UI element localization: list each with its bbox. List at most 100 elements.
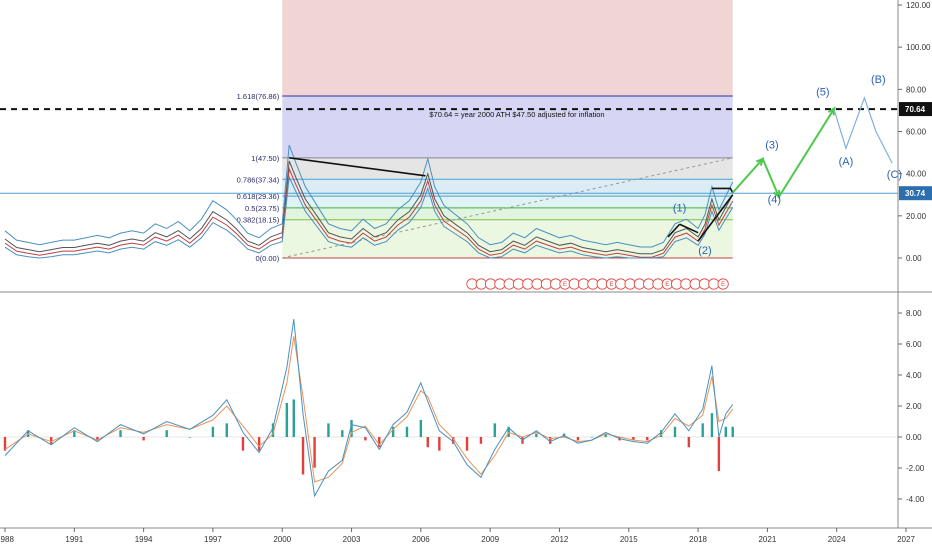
event-marker[interactable]: [503, 278, 515, 290]
event-marker[interactable]: [680, 278, 692, 290]
macd-histogram-bar: [590, 437, 594, 438]
price-line: [4, 144, 734, 248]
event-marker[interactable]: [689, 278, 701, 290]
price-line: [4, 175, 734, 259]
event-marker[interactable]: [615, 278, 627, 290]
macd-histogram-bar: [119, 430, 122, 437]
macd-tick-label: 6.00: [906, 340, 922, 349]
event-marker[interactable]: [717, 278, 729, 290]
macd-histogram-bar: [604, 433, 607, 437]
event-marker[interactable]: [633, 278, 646, 290]
wave-label: (2): [698, 245, 711, 257]
diagonal-trendline: [289, 157, 426, 177]
price-tick-label: 20.00: [906, 212, 927, 221]
event-marker[interactable]: [466, 278, 478, 290]
price-tick-label: 100.00: [906, 43, 931, 52]
current-price-tag-bg: [899, 186, 932, 201]
wave-label: (A): [839, 156, 854, 168]
event-marker[interactable]: [596, 278, 608, 290]
event-marker[interactable]: [531, 278, 543, 290]
macd-histogram-bar: [364, 437, 367, 441]
fib-zone: [282, 157, 733, 180]
price-tick-label: 40.00: [906, 170, 927, 179]
event-marker[interactable]: [577, 278, 590, 290]
event-marker[interactable]: [643, 278, 655, 290]
price-line: [4, 167, 734, 258]
event-marker[interactable]: [540, 278, 553, 290]
fib-level-label: 0.786(37.34): [237, 175, 280, 184]
macd-histogram-bar: [673, 426, 677, 437]
price-tick-label: 0.00: [906, 254, 922, 263]
macd-histogram-bar: [493, 423, 496, 437]
macd-histogram-bar: [405, 426, 409, 437]
macd-histogram-bar: [257, 437, 261, 451]
macd-histogram-bar: [659, 430, 663, 437]
macd-tick-label: 2.00: [906, 402, 922, 411]
inflation-price-tag-bg: [899, 102, 932, 117]
inflation-price-tag: 70.64: [905, 105, 926, 114]
macd-histogram-bar: [724, 426, 727, 437]
event-label: E: [609, 282, 613, 288]
macd-histogram-bar: [479, 437, 483, 444]
macd-histogram-bar: [313, 437, 316, 468]
event-marker[interactable]: [708, 278, 720, 290]
event-marker[interactable]: [670, 278, 683, 290]
x-tick-label: 2024: [828, 535, 846, 544]
macd-signal-line: [4, 336, 734, 483]
macd-histogram-bar: [507, 426, 510, 437]
wave-label: (1): [673, 203, 686, 215]
macd-histogram-bar: [3, 437, 7, 451]
macd-histogram-bar: [292, 399, 295, 437]
macd-tick-label: -2.00: [906, 464, 925, 473]
macd-histogram-bar: [535, 433, 538, 437]
event-marker[interactable]: [475, 278, 487, 290]
wave-1-line: [667, 223, 681, 238]
macd-histogram-bar: [632, 437, 635, 441]
x-tick-label: 1997: [204, 535, 222, 544]
macd-histogram-bar: [465, 437, 469, 451]
event-marker[interactable]: [624, 278, 636, 290]
event-label: E: [721, 282, 725, 288]
trend-line: [282, 157, 733, 259]
event-marker[interactable]: [652, 278, 664, 290]
macd-histogram-bar: [710, 413, 714, 437]
fib-level-label: 1(47.50): [251, 154, 279, 163]
fib-level-label: 1.618(76.86): [237, 92, 280, 101]
event-marker[interactable]: [522, 278, 534, 290]
event-marker[interactable]: [568, 278, 580, 290]
event-marker[interactable]: [484, 278, 497, 290]
price-line: [4, 160, 734, 255]
wave-label: (C): [887, 169, 902, 181]
macd-histogram-bar: [73, 430, 76, 437]
fib-level-label: 0.382(18.15): [237, 216, 280, 225]
x-tick-label: 2018: [689, 535, 707, 544]
x-tick-label: 2009: [481, 535, 499, 544]
event-marker[interactable]: [550, 278, 562, 290]
fib-zone-upper: [282, 0, 733, 96]
x-tick-label: 1988: [0, 535, 14, 544]
event-marker[interactable]: [512, 278, 525, 290]
projection-green: [731, 107, 836, 200]
event-marker[interactable]: [698, 278, 711, 290]
macd-histogram-bar: [165, 430, 168, 437]
macd-pane[interactable]: [0, 319, 898, 498]
price-pane[interactable]: 1.618(76.86) 1(47.50) 0.786(37.34) 0.618(29…: [0, 0, 902, 290]
macd-histogram-bar: [142, 437, 145, 441]
fib-zone: [282, 207, 733, 220]
fib-zone: [282, 95, 733, 158]
x-tick-label: 2015: [620, 535, 638, 544]
macd-histogram-bar: [576, 437, 580, 441]
macd-histogram-bar: [327, 423, 330, 437]
macd-tick-label: 8.00: [906, 309, 922, 318]
x-tick-label: 2021: [758, 535, 776, 544]
macd-tick-label: 4.00: [906, 371, 922, 380]
event-marker[interactable]: [587, 278, 599, 290]
price-tick-label: 60.00: [906, 128, 927, 137]
projection-blue: [833, 95, 893, 164]
macd-histogram-bar: [341, 430, 344, 437]
arrowhead: [773, 189, 781, 199]
event-marker[interactable]: [494, 278, 506, 290]
arrowhead: [755, 157, 765, 166]
